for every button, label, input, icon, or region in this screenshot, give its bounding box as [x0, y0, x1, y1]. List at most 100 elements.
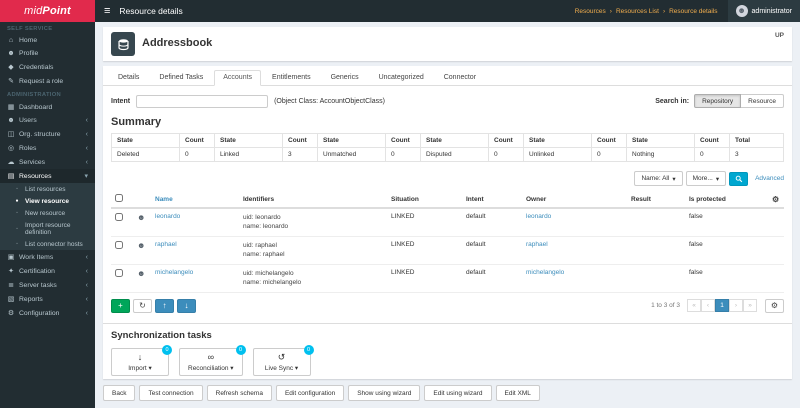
sidebar-item-profile[interactable]: ☻ Profile [0, 47, 95, 60]
column-result: Result [627, 191, 685, 209]
sidebar-item-import-resource-definition[interactable]: ◦ Import resource definition [0, 219, 95, 238]
row-checkbox[interactable] [115, 240, 123, 249]
account-name-link[interactable]: raphael [155, 240, 177, 248]
resource-header-card: Addressbook UP [103, 27, 792, 61]
more-filter-dropdown[interactable]: More... ▾ [685, 171, 727, 186]
search-in-resource-button[interactable]: Resource [741, 94, 784, 108]
midpoint-logo[interactable]: mid Point [0, 0, 95, 22]
edit-configuration-button[interactable]: Edit configuration [275, 385, 345, 401]
owner-link[interactable]: raphael [526, 240, 548, 248]
test-connection-button[interactable]: Test connection [139, 385, 203, 401]
import-icon: ↓ [137, 351, 143, 362]
edit-using-wizard-button[interactable]: Edit using wizard [424, 385, 492, 401]
live-sync-task-label: Live Sync ▾ [265, 364, 298, 372]
identifier-uid: uid: michelangelo [243, 269, 294, 277]
tab-defined-tasks[interactable]: Defined Tasks [159, 74, 204, 81]
pagination-last[interactable]: » [743, 299, 757, 313]
import-button[interactable]: ↓ [177, 298, 196, 313]
situation-cell: LINKED [387, 264, 462, 293]
tab-connector[interactable]: Connector [443, 74, 477, 81]
summary-count-unmatched: 0 [385, 147, 421, 162]
account-user-icon: ☻ [137, 240, 146, 250]
paging-settings-button[interactable]: ⚙ [765, 298, 784, 313]
breadcrumb-resources[interactable]: Resources [574, 7, 606, 15]
sidebar-item-credentials[interactable]: ◆ Credentials [0, 60, 95, 74]
summary-col-state: State [214, 133, 283, 148]
select-all-checkbox[interactable] [115, 194, 123, 202]
owner-link[interactable]: leonardo [526, 213, 552, 220]
sidebar-item-resources[interactable]: ▤ Resources ▾ [0, 169, 95, 183]
sidebar-item-list-resources[interactable]: ◦ List resources [0, 183, 95, 195]
pagination-first[interactable]: « [687, 299, 701, 313]
live-sync-task-dropdown[interactable]: 0 ↺ Live Sync ▾ [252, 344, 314, 376]
sidebar-item-org-structure[interactable]: ◫ Org. structure ‹ [0, 127, 95, 141]
summary-title: Summary [111, 116, 162, 128]
reconciliation-task-badge: 0 [235, 344, 246, 355]
reload-button[interactable]: ↻ [133, 298, 152, 313]
show-using-wizard-button[interactable]: Show using wizard [348, 385, 421, 401]
situation-cell: LINKED [387, 236, 462, 265]
sidebar-item-configuration[interactable]: ⚙ Configuration ‹ [0, 306, 95, 320]
breadcrumb-resources-list[interactable]: Resources List [615, 7, 659, 15]
user-menu[interactable]: ☻ administrator [727, 0, 800, 22]
add-account-button[interactable]: + [111, 298, 130, 313]
intent-input[interactable] [136, 94, 269, 108]
row-checkbox[interactable] [115, 268, 123, 277]
owner-link[interactable]: michelangelo [526, 268, 565, 276]
summary-col-total: Total [729, 133, 784, 148]
reconciliation-task-dropdown[interactable]: 0 ∞ Reconciliation ▾ [179, 344, 246, 376]
row-checkbox[interactable] [115, 213, 123, 221]
tab-uncategorized[interactable]: Uncategorized [378, 74, 424, 81]
refresh-schema-button[interactable]: Refresh schema [206, 385, 272, 401]
bullet-icon: ◦ [16, 186, 18, 192]
sidebar-item-list-connector-hosts[interactable]: ◦ List connector hosts [0, 238, 95, 250]
chevron-left-icon: ‹ [85, 295, 88, 303]
sidebar-item-request-a-role[interactable]: ✎ Request a role [0, 74, 95, 88]
export-button[interactable]: ↑ [155, 298, 174, 313]
synchronization-tasks-section: Synchronization tasks 0 ↓ Import ▾ 0 ∞ R… [103, 322, 792, 379]
column-name[interactable]: Name [151, 191, 239, 209]
summary-section: Summary State Count State Count State Co… [103, 114, 792, 162]
sidebar-item-view-resource[interactable]: ● View resource [0, 195, 95, 207]
edit-xml-button[interactable]: Edit XML [495, 385, 540, 401]
search-in-repository-button[interactable]: Repository [694, 94, 742, 108]
sidebar-item-work-items[interactable]: ▣ Work Items ‹ [0, 250, 95, 264]
search-button[interactable] [729, 171, 749, 186]
caret-down-icon: ▾ [294, 364, 299, 372]
pagination-prev[interactable]: ‹ [701, 299, 715, 313]
column-settings-gear-icon[interactable]: ⚙ [768, 191, 784, 209]
sidebar-item-new-resource[interactable]: ◦ New resource [0, 207, 95, 219]
import-task-dropdown[interactable]: 0 ↓ Import ▾ [111, 344, 172, 376]
account-name-link[interactable]: michelangelo [155, 268, 194, 276]
chevron-left-icon: ‹ [85, 117, 88, 124]
sidebar-item-label: Configuration [19, 309, 60, 317]
label-text: Import [128, 364, 147, 372]
pagination-page-1[interactable]: 1 [715, 299, 729, 313]
tab-entitlements[interactable]: Entitlements [272, 74, 311, 81]
chevron-left-icon: ‹ [85, 281, 88, 289]
sidebar-item-label: Resources [19, 172, 52, 180]
sidebar-item-home[interactable]: ⌂ Home [0, 34, 95, 47]
sidebar-item-certification[interactable]: ✦ Certification ‹ [0, 264, 95, 278]
sidebar-item-reports[interactable]: ▧ Reports ‹ [0, 292, 95, 306]
search-in-toggle: Repository Resource [694, 94, 784, 108]
sidebar-item-users[interactable]: ☻ Users ‹ [0, 114, 95, 127]
advanced-search-link[interactable]: Advanced [755, 175, 784, 182]
summary-col-count: Count [282, 133, 318, 148]
tab-details[interactable]: Details [118, 74, 140, 81]
tab-accounts[interactable]: Accounts [214, 70, 262, 86]
sidebar-item-server-tasks[interactable]: ≣ Server tasks ‹ [0, 278, 95, 292]
sidebar-item-services[interactable]: ☁ Services ‹ [0, 155, 95, 169]
is-protected-cell: false [685, 236, 768, 265]
back-button[interactable]: Back [103, 385, 136, 401]
sidebar-item-dashboard[interactable]: ▦ Dashboard [0, 100, 95, 114]
account-name-link[interactable]: leonardo [155, 213, 181, 220]
breadcrumb-resource-details[interactable]: Resource details [669, 7, 718, 15]
identifier-name: name: michelangelo [243, 279, 302, 287]
sidebar-item-roles[interactable]: ◎ Roles ‹ [0, 141, 95, 155]
tab-generics[interactable]: Generics [330, 74, 359, 81]
menu-toggle-icon[interactable]: ≡ [104, 5, 111, 17]
pagination-next[interactable]: › [729, 299, 743, 313]
name-filter-dropdown[interactable]: Name: All ▾ [634, 171, 683, 186]
caret-down-icon: ▾ [230, 364, 234, 372]
